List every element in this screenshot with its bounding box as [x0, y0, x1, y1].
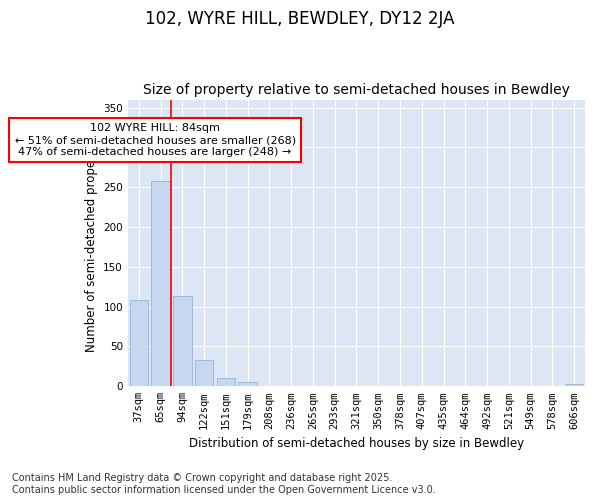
- Text: Contains HM Land Registry data © Crown copyright and database right 2025.
Contai: Contains HM Land Registry data © Crown c…: [12, 474, 436, 495]
- Bar: [217, 378, 235, 386]
- Bar: [130, 300, 148, 386]
- Bar: [151, 181, 170, 386]
- Bar: [238, 382, 257, 386]
- X-axis label: Distribution of semi-detached houses by size in Bewdley: Distribution of semi-detached houses by …: [189, 437, 524, 450]
- Bar: [565, 384, 583, 386]
- Bar: [173, 296, 191, 386]
- Y-axis label: Number of semi-detached properties: Number of semi-detached properties: [85, 134, 98, 352]
- Text: 102 WYRE HILL: 84sqm
← 51% of semi-detached houses are smaller (268)
47% of semi: 102 WYRE HILL: 84sqm ← 51% of semi-detac…: [14, 124, 296, 156]
- Title: Size of property relative to semi-detached houses in Bewdley: Size of property relative to semi-detach…: [143, 83, 570, 97]
- Bar: [195, 360, 214, 386]
- Text: 102, WYRE HILL, BEWDLEY, DY12 2JA: 102, WYRE HILL, BEWDLEY, DY12 2JA: [145, 10, 455, 28]
